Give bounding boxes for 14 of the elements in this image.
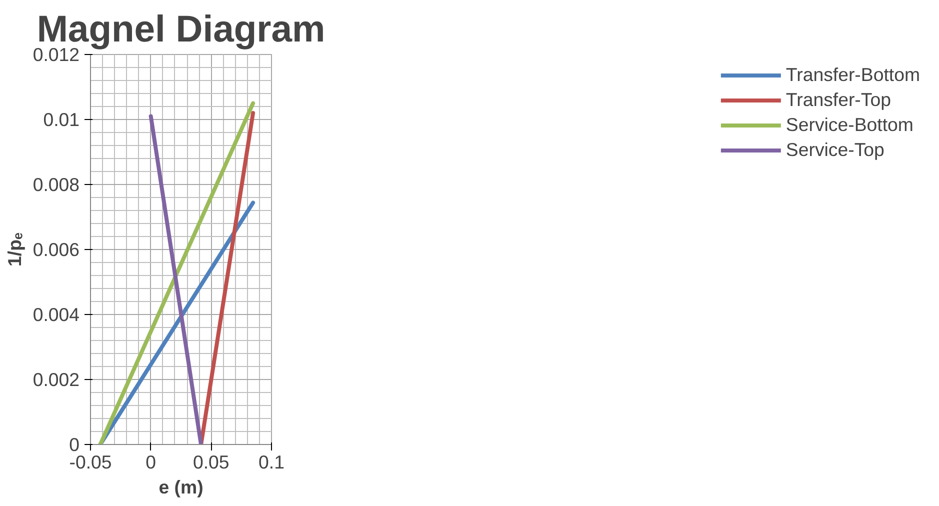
y-tick-label: 0.006	[32, 239, 80, 260]
y-tick-label: 0.004	[32, 304, 80, 325]
y-axis-title: 1/pₑ	[4, 232, 25, 266]
x-tick-label: 0.05	[193, 452, 230, 472]
x-tick-label: 0.1	[258, 452, 284, 472]
y-tick-label: 0.008	[32, 174, 80, 195]
x-axis-title: e (m)	[158, 476, 204, 498]
y-tick-label: 0.01	[43, 109, 80, 130]
y-tick-label: 0.002	[32, 369, 80, 390]
legend-label: Service-Bottom	[786, 114, 914, 136]
legend-label: Transfer-Top	[786, 89, 891, 111]
legend-label: Transfer-Bottom	[786, 64, 920, 86]
x-tick-label: 0	[146, 452, 156, 472]
legend-label: Service-Top	[786, 139, 884, 161]
